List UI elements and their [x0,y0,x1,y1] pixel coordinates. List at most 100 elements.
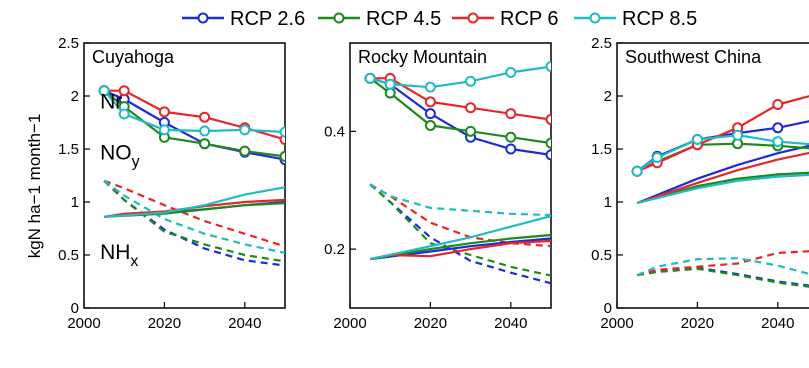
plot-frame-rocky-mountain [349,42,552,309]
y-tick-label: 1 [604,194,612,211]
series-nr-rcp-6 [636,95,809,173]
marker-rcp-8-5 [651,151,663,163]
marker-rcp-6 [424,96,436,108]
legend-label-rcp-8-5: RCP 8.5 [622,8,697,30]
y-tick-label: 1.5 [58,141,79,158]
series-nhx-rcp-4-5 [636,267,809,288]
series-noy-rcp-6 [636,151,809,205]
marker-rcp-4-5 [199,138,211,150]
panel-southwest-china: 2000 2020 2040 0 0.5 1 1.5 2 2.5 Southwest China [591,35,809,332]
panel-title-backdrop [354,46,505,70]
legend: RCP 2.6 RCP 4.5 RCP 6 RCP 8.5 [182,8,697,30]
marker-rcp-8-5 [364,72,376,84]
annotation-nr: Nr [100,91,122,114]
marker-rcp-6 [158,106,170,118]
panel-title: Cuyahoga [92,47,175,67]
plot-frame-cuyahoga [83,42,286,309]
annotation-subscript: y [132,154,140,171]
marker-rcp-8-5 [239,124,251,136]
series-nhx-rcp-4-5 [103,180,285,263]
annotation-noy: NOy [100,142,140,171]
marker-rcp-6 [505,108,517,120]
marker-rcp-8-5 [631,165,643,177]
marker-rcp-6 [199,111,211,123]
marker-rcp-6 [118,85,130,97]
marker-rcp-8-5 [772,136,784,148]
marker-rcp-8-5 [199,125,211,137]
panel-title-backdrop [621,46,782,70]
legend-label-rcp-4-5: RCP 4.5 [366,8,441,30]
y-tick-label: 0 [71,300,79,317]
panel-title: Southwest China [625,47,762,67]
legend-marker-rcp-2-6 [197,12,209,24]
marker-rcp-4-5 [465,125,477,137]
annotation-text: Nr [100,91,122,114]
series-noy-rcp-4-5 [636,171,809,205]
marker-rcp-8-5 [118,108,130,120]
marker-rcp-8-5 [465,75,477,87]
series-nhx-rcp-8-5 [103,179,285,254]
x-tick-label: 2000 [600,315,633,332]
y-tick-label: 1 [71,194,79,211]
legend-marker-rcp-8-5 [589,12,601,24]
annotation-text: NH [100,241,130,264]
series-noy-rcp-8-5 [369,215,551,261]
marker-rcp-4-5 [505,131,517,143]
marker-rcp-2-6 [424,108,436,120]
series-nhx-rcp-6 [103,179,285,248]
series-group-cuyahoga [98,85,285,267]
panel-rocky-mountain: 2000 2020 2040 0.2 0.4 Rocky Mountain [324,42,552,332]
y-tick-label: 1.5 [591,141,612,158]
marker-rcp-6 [465,102,477,114]
marker-rcp-4-5 [239,145,251,157]
legend-label-rcp-2-6: RCP 2.6 [230,8,305,30]
series-noy-rcp-2-6 [369,237,551,261]
panel-cuyahoga: 2000 2020 2040 0 0.5 1 1.5 2 2.5 Cuyahoga Nr NOy NHx [58,35,286,332]
marker-rcp-8-5 [545,61,551,73]
series-noy-rcp-8-5 [104,186,285,218]
x-tick-label: 2040 [494,315,527,332]
y-tick-label: 0.5 [58,247,79,264]
panel-title: Rocky Mountain [358,47,487,67]
marker-rcp-8-5 [691,133,703,145]
marker-rcp-8-5 [384,78,396,90]
x-tick-label: 2000 [67,315,100,332]
y-tick-label: 2.5 [58,35,79,52]
x-tick-label: 2040 [228,315,261,332]
y-axis-label: kgN ha−1 month−1 [25,114,44,259]
marker-rcp-8-5 [424,81,436,93]
y-tick-label: 2 [604,88,612,105]
annotation-text: NO [100,142,132,165]
marker-rcp-6 [772,98,784,110]
x-tick-label: 2020 [414,315,447,332]
annotation-nhx: NHx [100,241,138,270]
x-tick-label: 2000 [333,315,366,332]
series-noy-rcp-8-5 [636,173,809,205]
y-tick-label: 0.2 [324,241,345,258]
marker-rcp-6 [545,114,551,126]
panel-title-backdrop [88,46,178,70]
marker-rcp-8-5 [505,66,517,78]
marker-rcp-4-5 [384,87,396,99]
y-tick-label: 0.4 [324,123,345,140]
series-nhx-rcp-8-5 [369,183,551,217]
marker-rcp-8-5 [98,85,110,97]
y-tick-label: 2 [71,88,79,105]
series-noy-rcp-4-5 [369,233,551,261]
y-tick-label: 2.5 [591,35,612,52]
x-tick-label: 2020 [148,315,181,332]
marker-rcp-2-6 [545,149,551,161]
marker-rcp-4-5 [545,137,551,149]
plot-frame-southwest-china [616,42,809,309]
series-nr-rcp-6 [104,89,285,141]
series-group-rocky-mountain [364,61,551,285]
marker-rcp-4-5 [279,150,285,162]
marker-rcp-2-6 [772,122,784,134]
marker-rcp-8-5 [732,129,744,141]
marker-rcp-4-5 [424,119,436,131]
series-nhx-rcp-4-5 [369,183,551,277]
x-tick-label: 2020 [681,315,714,332]
marker-rcp-2-6 [505,143,517,155]
legend-marker-rcp-6 [467,12,479,24]
